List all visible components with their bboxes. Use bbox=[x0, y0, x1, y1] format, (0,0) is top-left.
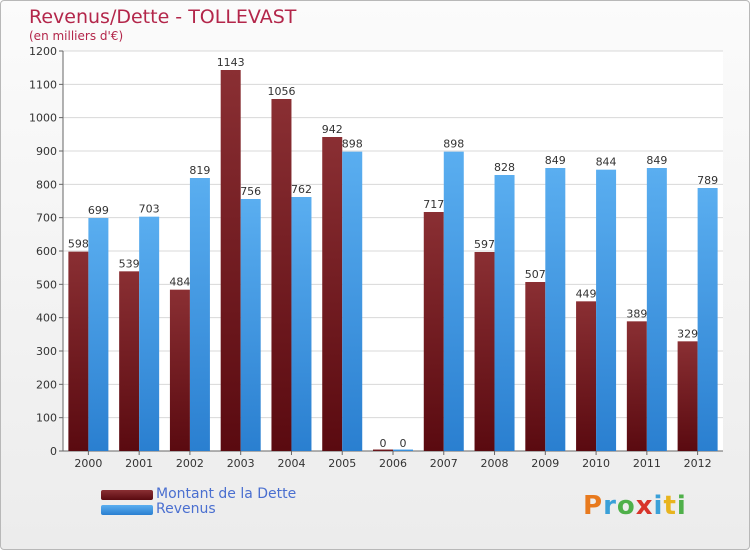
y-tick-label: 800 bbox=[36, 178, 57, 191]
logo-letter: P bbox=[583, 491, 604, 521]
y-tick-label: 0 bbox=[50, 445, 57, 458]
y-tick-label: 1000 bbox=[29, 112, 57, 125]
bar-dette bbox=[576, 301, 597, 451]
bar-dette bbox=[68, 251, 89, 451]
logo-letter: o bbox=[616, 491, 636, 521]
data-label-revenus: 0 bbox=[400, 437, 407, 450]
data-label-dette: 597 bbox=[474, 238, 495, 251]
bar-revenus bbox=[646, 168, 667, 451]
bar-revenus bbox=[697, 188, 718, 451]
bar-dette bbox=[373, 449, 393, 451]
bar-revenus bbox=[88, 218, 109, 451]
y-tick-label: 1100 bbox=[29, 78, 57, 91]
bar-revenus bbox=[342, 151, 363, 451]
y-tick-label: 400 bbox=[36, 312, 57, 325]
bar-revenus bbox=[240, 199, 261, 451]
x-tick-label: 2011 bbox=[633, 457, 661, 470]
data-label-revenus: 756 bbox=[240, 185, 261, 198]
x-tick-label: 2009 bbox=[531, 457, 559, 470]
bar-revenus bbox=[596, 169, 617, 451]
bar-revenus bbox=[545, 168, 566, 451]
chart-subtitle: (en milliers d'€) bbox=[29, 29, 124, 43]
y-tick-label: 500 bbox=[36, 278, 57, 291]
data-label-revenus: 828 bbox=[494, 161, 515, 174]
bar-revenus bbox=[291, 197, 312, 451]
bar-dette bbox=[220, 70, 241, 451]
x-tick-label: 2001 bbox=[125, 457, 153, 470]
bar-revenus bbox=[393, 449, 413, 451]
bar-dette bbox=[423, 212, 444, 451]
legend-label-revenus: Revenus bbox=[156, 501, 216, 517]
x-tick-label: 2000 bbox=[74, 457, 102, 470]
x-tick-label: 2008 bbox=[481, 457, 509, 470]
bar-revenus bbox=[494, 175, 515, 451]
data-label-revenus: 898 bbox=[443, 138, 464, 151]
data-label-revenus: 849 bbox=[545, 154, 566, 167]
y-tick-label: 200 bbox=[36, 378, 57, 391]
data-label-dette: 942 bbox=[322, 123, 343, 136]
data-label-dette: 0 bbox=[380, 437, 387, 450]
bar-dette bbox=[322, 137, 343, 451]
y-tick-label: 900 bbox=[36, 145, 57, 158]
data-label-dette: 507 bbox=[525, 268, 546, 281]
bar-dette bbox=[677, 341, 698, 451]
bar-dette bbox=[169, 289, 190, 451]
bar-dette bbox=[525, 282, 546, 451]
x-tick-label: 2004 bbox=[277, 457, 305, 470]
x-tick-label: 2010 bbox=[582, 457, 610, 470]
proxiti-logo: Proxiti bbox=[583, 491, 687, 521]
data-label-dette: 484 bbox=[169, 276, 190, 289]
y-tick-label: 600 bbox=[36, 245, 57, 258]
legend-swatch-revenus bbox=[101, 505, 153, 515]
data-label-dette: 389 bbox=[626, 307, 647, 320]
data-label-dette: 717 bbox=[423, 198, 444, 211]
bar-revenus bbox=[189, 178, 210, 451]
bar-revenus bbox=[443, 151, 464, 451]
logo-letter: i bbox=[676, 491, 687, 521]
logo-letter: i bbox=[653, 491, 664, 521]
data-label-revenus: 844 bbox=[596, 156, 617, 169]
logo-letter: t bbox=[663, 491, 677, 521]
legend-label-dette: Montant de la Dette bbox=[156, 486, 297, 502]
y-tick-label: 700 bbox=[36, 212, 57, 225]
x-tick-label: 2006 bbox=[379, 457, 407, 470]
data-label-revenus: 703 bbox=[139, 203, 160, 216]
y-tick-label: 300 bbox=[36, 345, 57, 358]
chart-title: Revenus/Dette - TOLLEVAST bbox=[29, 6, 297, 28]
data-label-dette: 329 bbox=[677, 327, 698, 340]
legend-swatch-dette bbox=[101, 490, 153, 500]
data-label-dette: 1056 bbox=[267, 85, 295, 98]
y-tick-label: 100 bbox=[36, 412, 57, 425]
data-label-revenus: 849 bbox=[646, 154, 667, 167]
bar-dette bbox=[474, 252, 495, 451]
x-tick-label: 2007 bbox=[430, 457, 458, 470]
y-tick-label: 1200 bbox=[29, 45, 57, 58]
data-label-revenus: 789 bbox=[697, 174, 718, 187]
bar-revenus bbox=[139, 216, 160, 451]
data-label-dette: 449 bbox=[576, 287, 597, 300]
bar-dette bbox=[119, 271, 140, 451]
x-tick-label: 2002 bbox=[176, 457, 204, 470]
logo-letter: r bbox=[603, 491, 617, 521]
data-label-revenus: 898 bbox=[342, 138, 363, 151]
data-label-revenus: 699 bbox=[88, 204, 109, 217]
data-label-dette: 598 bbox=[68, 238, 89, 251]
bar-dette bbox=[626, 321, 647, 451]
x-tick-label: 2003 bbox=[227, 457, 255, 470]
bar-dette bbox=[271, 99, 292, 451]
data-label-dette: 539 bbox=[119, 257, 140, 270]
x-tick-label: 2005 bbox=[328, 457, 356, 470]
data-label-revenus: 819 bbox=[189, 164, 210, 177]
data-label-revenus: 762 bbox=[291, 183, 312, 196]
data-label-dette: 1143 bbox=[217, 56, 245, 69]
x-tick-label: 2012 bbox=[684, 457, 712, 470]
logo-letter: x bbox=[635, 491, 654, 521]
